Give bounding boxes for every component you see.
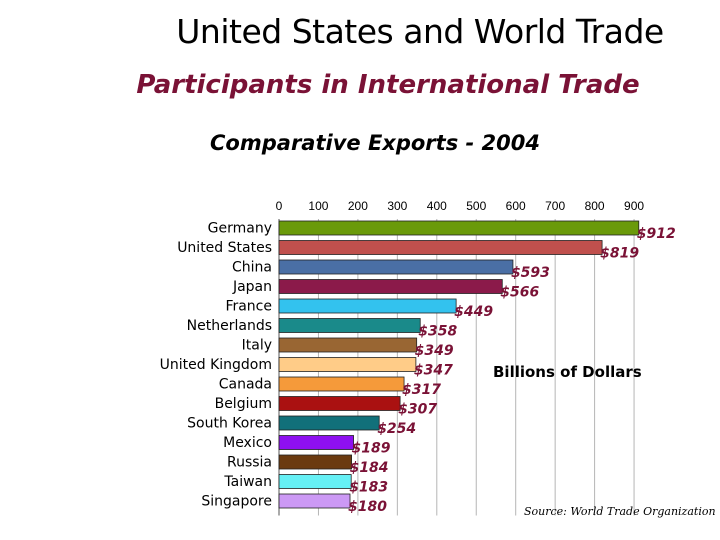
x-tick-label: 100 [308,199,328,213]
category-label: Taiwan [223,474,272,490]
slide-subtitle: Participants in International Trade [136,70,640,100]
x-tick-label: 500 [466,199,486,213]
bar [278,240,603,255]
value-label: $593 [511,265,550,281]
bar [278,220,640,236]
category-label: South Korea [187,416,272,432]
category-label: Germany [208,221,272,237]
bar [278,396,401,411]
source-note: Source: World Trade Organization [524,505,716,518]
value-label: $347 [414,363,453,379]
value-label: $180 [348,499,387,515]
value-label: $183 [349,480,388,496]
value-label: $566 [500,285,539,301]
bar [278,279,503,294]
value-label: $349 [415,343,454,359]
slide-title: United States and World Trade [176,12,664,51]
x-tick-label: 0 [276,199,283,213]
x-tick-label: 600 [506,199,526,213]
x-tick-label: 300 [387,199,407,213]
category-label: Russia [227,455,272,471]
unit-label: Billions of Dollars [493,363,642,381]
bar [278,474,352,489]
bar [278,454,352,470]
bar [278,493,351,509]
category-label: Belgium [215,396,272,412]
x-tick-label: 800 [585,199,605,213]
category-label: Japan [232,279,272,295]
category-label: Mexico [223,435,272,451]
category-label: Singapore [201,494,272,510]
bar [278,415,380,431]
value-label: $358 [418,324,457,340]
bar [278,357,417,372]
chart-title: Comparative Exports - 2004 [210,131,540,155]
x-tick-label: 900 [624,199,644,213]
x-tick-label: 200 [348,199,368,213]
bar [278,337,418,353]
value-label: $254 [377,421,416,437]
bar [278,298,457,314]
category-label: Netherlands [187,318,272,334]
bar [278,318,421,333]
value-label: $317 [402,382,441,398]
value-label: $184 [350,460,389,476]
category-label: United States [177,240,272,256]
category-label: United Kingdom [160,357,272,373]
value-label: $912 [637,226,676,242]
bar [278,376,405,392]
x-tick-label: 700 [545,199,565,213]
value-label: $819 [600,246,639,262]
bar [278,435,354,450]
bar [278,259,514,275]
category-label: Canada [219,377,272,393]
category-label: China [232,260,272,276]
x-tick-label: 400 [427,199,447,213]
category-label: Italy [242,338,272,354]
value-label: $449 [454,304,493,320]
value-label: $189 [352,441,391,457]
category-label: France [225,299,272,315]
value-label: $307 [398,402,437,418]
